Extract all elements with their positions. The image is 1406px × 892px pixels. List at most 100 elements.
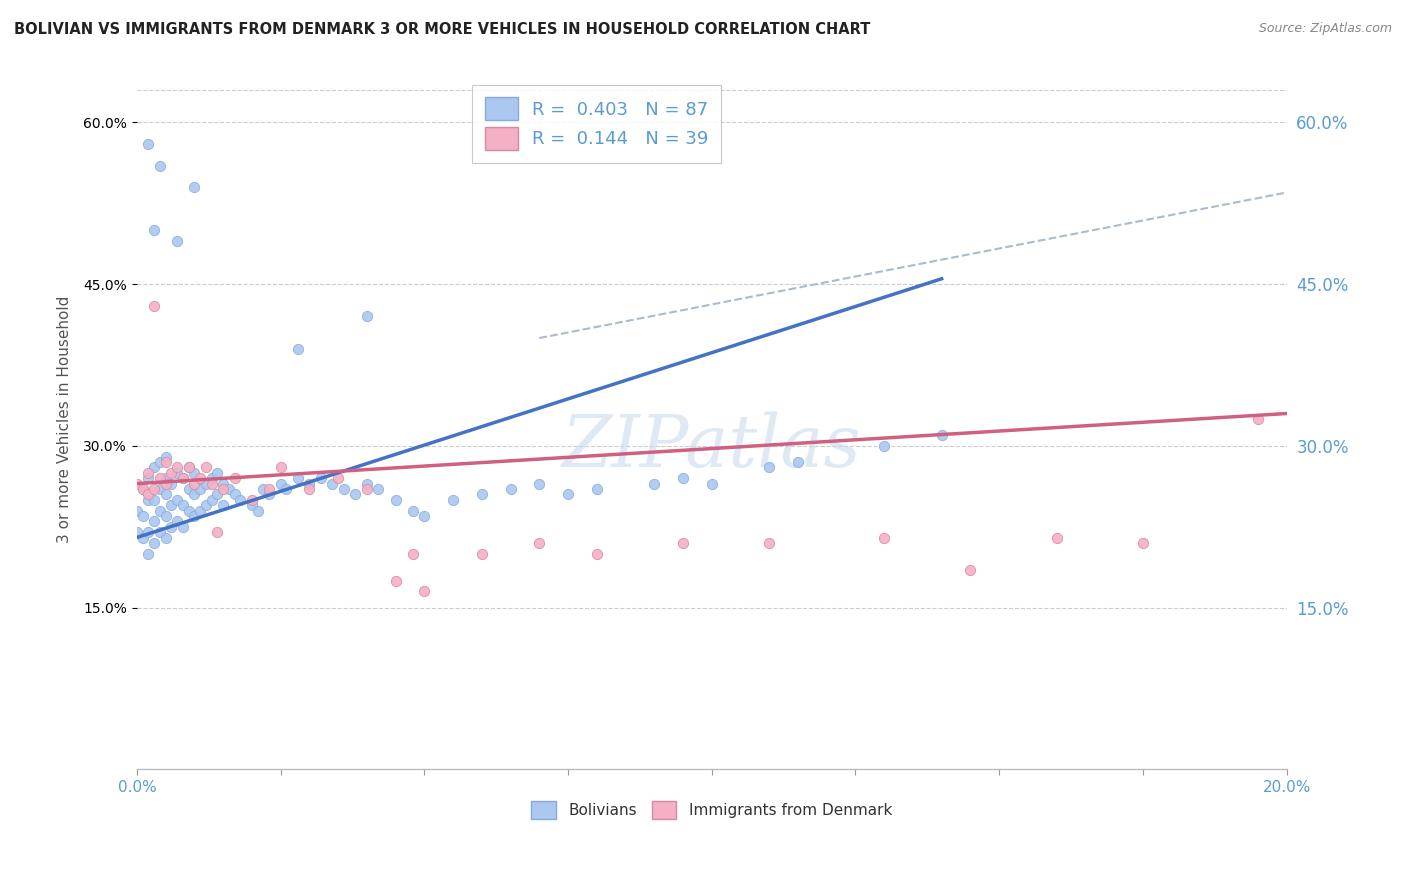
Point — [183, 476, 205, 491]
Point — [229, 492, 252, 507]
Point — [149, 482, 172, 496]
Point — [413, 584, 436, 599]
Point — [333, 482, 356, 496]
Point — [177, 503, 200, 517]
Point — [138, 487, 160, 501]
Point — [240, 492, 263, 507]
Point — [402, 503, 425, 517]
Y-axis label: 3 or more Vehicles in Household: 3 or more Vehicles in Household — [58, 295, 72, 542]
Point — [207, 525, 229, 540]
Point — [183, 466, 205, 480]
Point — [402, 547, 425, 561]
Point — [155, 508, 177, 523]
Point — [143, 536, 166, 550]
Point — [149, 455, 172, 469]
Point — [207, 466, 229, 480]
Point — [160, 466, 183, 480]
Point — [149, 525, 172, 540]
Point — [149, 471, 172, 485]
Point — [143, 514, 166, 528]
Point — [177, 460, 200, 475]
Point — [252, 482, 274, 496]
Point — [143, 299, 166, 313]
Point — [672, 471, 695, 485]
Point — [959, 563, 981, 577]
Point — [529, 536, 551, 550]
Text: BOLIVIAN VS IMMIGRANTS FROM DENMARK 3 OR MORE VEHICLES IN HOUSEHOLD CORRELATION : BOLIVIAN VS IMMIGRANTS FROM DENMARK 3 OR… — [14, 22, 870, 37]
Point — [499, 482, 522, 496]
Point — [183, 508, 205, 523]
Point — [413, 508, 436, 523]
Point — [172, 471, 194, 485]
Point — [155, 487, 177, 501]
Point — [131, 508, 153, 523]
Point — [131, 531, 153, 545]
Point — [585, 482, 607, 496]
Point — [700, 476, 723, 491]
Point — [384, 574, 406, 588]
Text: ZIPatlas: ZIPatlas — [562, 412, 862, 483]
Point — [224, 487, 246, 501]
Point — [166, 234, 188, 248]
Point — [172, 471, 194, 485]
Point — [1046, 531, 1069, 545]
Point — [138, 547, 160, 561]
Text: Source: ZipAtlas.com: Source: ZipAtlas.com — [1258, 22, 1392, 36]
Point — [166, 460, 188, 475]
Point — [155, 455, 177, 469]
Point — [529, 476, 551, 491]
Point — [356, 310, 378, 324]
Point — [155, 450, 177, 464]
Point — [246, 503, 269, 517]
Point — [188, 482, 211, 496]
Point — [143, 482, 166, 496]
Point — [138, 492, 160, 507]
Point — [138, 136, 160, 151]
Point — [143, 492, 166, 507]
Point — [166, 466, 188, 480]
Point — [201, 492, 224, 507]
Point — [212, 476, 235, 491]
Point — [367, 482, 389, 496]
Point — [149, 503, 172, 517]
Point — [240, 498, 263, 512]
Point — [155, 476, 177, 491]
Point — [276, 482, 298, 496]
Point — [441, 492, 464, 507]
Point — [138, 466, 160, 480]
Point — [471, 487, 494, 501]
Point — [471, 547, 494, 561]
Point — [149, 159, 172, 173]
Point — [160, 476, 183, 491]
Point — [138, 471, 160, 485]
Point — [125, 525, 148, 540]
Point — [131, 482, 153, 496]
Point — [212, 482, 235, 496]
Point — [672, 536, 695, 550]
Point — [207, 487, 229, 501]
Point — [257, 482, 280, 496]
Point — [172, 498, 194, 512]
Point — [155, 471, 177, 485]
Point — [177, 460, 200, 475]
Point — [287, 342, 309, 356]
Point — [1132, 536, 1154, 550]
Point — [177, 482, 200, 496]
Point — [183, 180, 205, 194]
Point — [356, 476, 378, 491]
Point — [787, 455, 810, 469]
Point — [201, 476, 224, 491]
Point — [344, 487, 367, 501]
Point — [309, 471, 332, 485]
Point — [270, 460, 292, 475]
Point — [160, 519, 183, 533]
Point — [356, 482, 378, 496]
Point — [155, 531, 177, 545]
Legend: Bolivians, Immigrants from Denmark: Bolivians, Immigrants from Denmark — [526, 795, 898, 825]
Point — [194, 498, 217, 512]
Point — [194, 476, 217, 491]
Point — [873, 439, 896, 453]
Point — [557, 487, 579, 501]
Point — [183, 487, 205, 501]
Point — [287, 471, 309, 485]
